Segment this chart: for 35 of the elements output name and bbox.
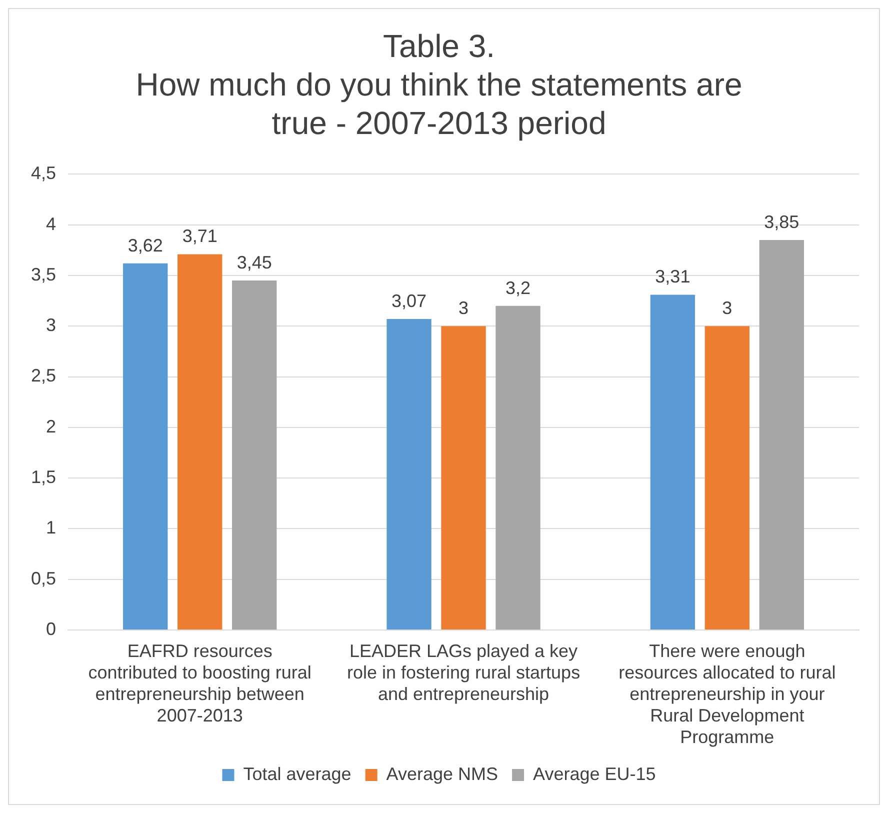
data-label: 3,71	[182, 226, 218, 246]
bar	[650, 294, 696, 630]
bar	[704, 326, 750, 630]
bar	[441, 326, 486, 630]
bar	[386, 319, 432, 630]
y-tick-label: 2	[46, 416, 56, 436]
data-label: 3,07	[392, 291, 427, 312]
data-label: 3,85	[764, 212, 800, 232]
x-tick-label: There were enough resources allocated to rural entrepreneurship in your Rural Development Programme	[618, 640, 836, 748]
legend-label: Total average	[243, 764, 352, 784]
x-tick-label: LEADER LAGs played a key role in fostering rural startups and entrepreneurship	[346, 640, 580, 704]
y-tick-label: 3,5	[30, 264, 56, 284]
data-label: 3	[722, 298, 732, 318]
y-tick-label: 0	[46, 618, 56, 639]
y-tick-label: 1,5	[30, 467, 56, 488]
data-label: 3	[458, 298, 469, 318]
bar	[759, 240, 804, 630]
legend-label: Average NMS	[386, 764, 498, 784]
x-tick-label: EAFRD resources contributed to boosting rural entrepreneurship between 2007-2013	[88, 640, 312, 726]
y-tick-label: 1	[46, 518, 56, 538]
y-tick-label: 4	[46, 214, 56, 234]
data-label: 3,31	[655, 266, 690, 287]
bar	[123, 263, 168, 630]
bar	[496, 306, 540, 630]
legend-label: Average EU-15	[533, 764, 656, 784]
bar	[178, 254, 222, 630]
y-tick-label: 4,5	[30, 163, 56, 184]
data-label: 3,45	[236, 252, 272, 273]
data-label: 3,62	[128, 235, 163, 256]
chart-title: Table 3. How much do you think the statements are true - 2007-2013 period	[136, 28, 742, 141]
y-tick-label: 0,5	[30, 568, 56, 588]
y-tick-label: 3	[46, 315, 56, 336]
y-tick-label: 2,5	[30, 366, 56, 386]
data-label: 3,2	[505, 278, 531, 298]
bar	[232, 280, 277, 630]
